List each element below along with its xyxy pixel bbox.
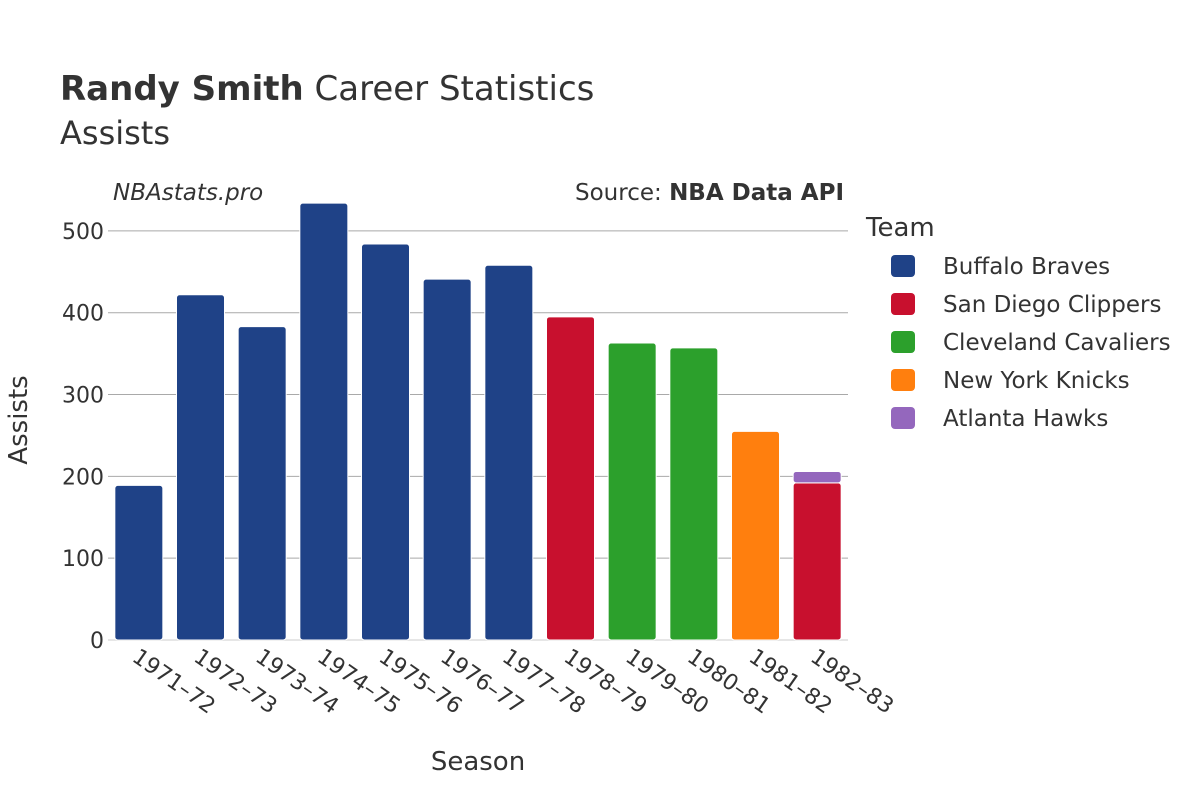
chart-title: Randy Smith Career Statistics <box>60 69 594 109</box>
legend-swatch <box>891 293 915 315</box>
bars <box>114 202 842 641</box>
x-axis-label: Season <box>431 747 525 777</box>
y-tick-label: 300 <box>62 384 104 409</box>
grid-lines <box>108 230 848 641</box>
bar <box>299 202 349 641</box>
y-tick-labels: 0 100 200 300 400 500 <box>62 220 104 654</box>
bar <box>361 243 410 641</box>
source-label: Source: <box>575 180 662 206</box>
title-rest: Career Statistics <box>315 69 595 109</box>
title-player: Randy Smith <box>60 69 304 109</box>
bar <box>607 342 657 641</box>
bar <box>669 347 719 641</box>
legend-item-label: Atlanta Hawks <box>943 406 1108 432</box>
legend-item-label: Buffalo Braves <box>943 254 1110 280</box>
legend-swatch <box>891 407 915 429</box>
legend-swatch <box>891 331 915 353</box>
bar <box>422 278 472 641</box>
y-tick-label: 500 <box>62 220 104 245</box>
bar <box>484 264 534 641</box>
bar <box>176 294 225 641</box>
legend-item-label: San Diego Clippers <box>943 292 1161 318</box>
bar <box>792 470 842 484</box>
y-axis-label: Assists <box>4 375 34 464</box>
y-tick-label: 200 <box>62 465 104 490</box>
watermark: NBAstats.pro <box>113 180 263 206</box>
y-tick-label: 0 <box>90 629 104 654</box>
bar <box>114 484 164 641</box>
y-tick-label: 100 <box>62 547 104 572</box>
source-text: Source: NBA Data API <box>575 180 844 206</box>
bar <box>792 482 842 641</box>
chart-subtitle: Assists <box>60 114 170 152</box>
legend-item-label: New York Knicks <box>943 368 1130 394</box>
legend-title: Team <box>865 213 935 243</box>
legend-item-label: Cleveland Cavaliers <box>943 330 1171 356</box>
legend-swatch <box>891 255 915 277</box>
bar <box>731 430 780 641</box>
y-tick-label: 400 <box>62 302 104 327</box>
legend-swatch <box>891 369 915 391</box>
bar <box>237 326 287 641</box>
x-tick-labels: 1971–721972–731973–741974–751975–761976–… <box>127 644 897 719</box>
legend: Team Buffalo Braves San Diego Clippers Cle… <box>865 213 1171 432</box>
bar <box>546 316 595 641</box>
source-name: NBA Data API <box>669 180 844 206</box>
